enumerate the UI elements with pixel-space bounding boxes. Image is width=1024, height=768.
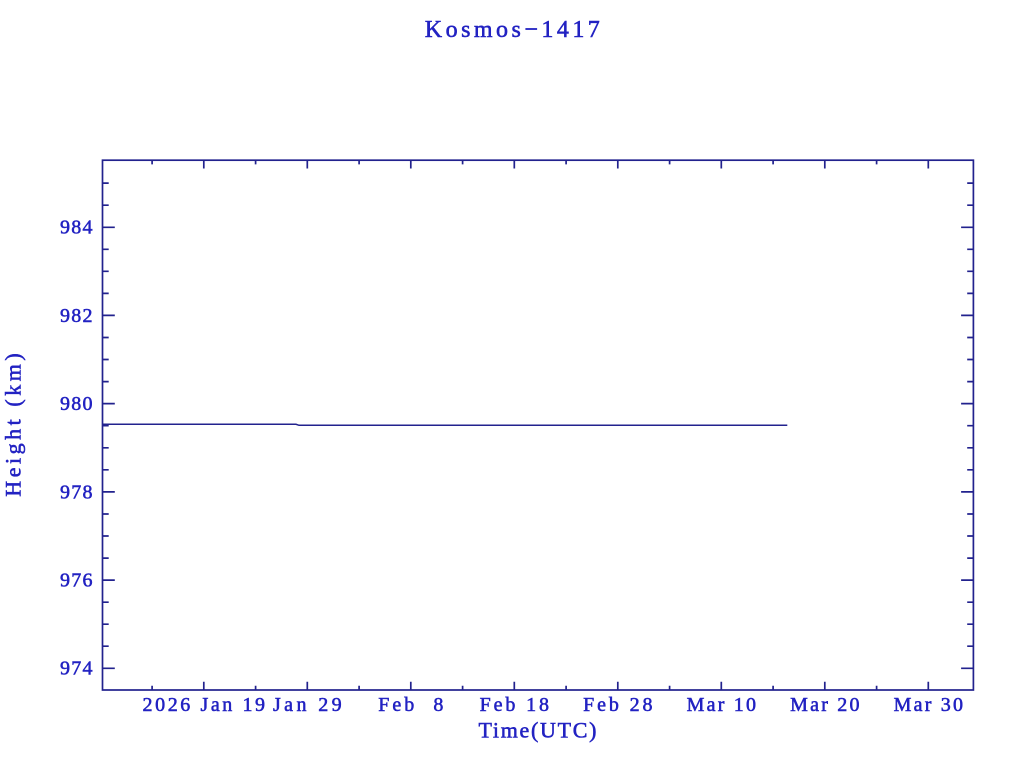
svg-text:982: 982 — [60, 305, 93, 327]
svg-text:Kosmos−1417: Kosmos−1417 — [425, 17, 600, 43]
svg-text:Time(UTC): Time(UTC) — [479, 718, 597, 743]
svg-text:980: 980 — [60, 393, 93, 415]
svg-text:984: 984 — [60, 217, 93, 239]
svg-text:978: 978 — [60, 481, 93, 503]
svg-text:Mar 30: Mar 30 — [894, 694, 963, 716]
svg-text:974: 974 — [60, 658, 93, 680]
svg-text:2026 Jan 19: 2026 Jan 19 — [143, 694, 265, 716]
svg-text:Feb 18: Feb 18 — [480, 694, 549, 716]
svg-text:976: 976 — [60, 570, 93, 592]
svg-text:Height (km): Height (km) — [1, 353, 26, 496]
svg-text:Mar 10: Mar 10 — [687, 694, 756, 716]
svg-text:Feb 28: Feb 28 — [583, 694, 652, 716]
svg-text:Feb 8: Feb 8 — [378, 694, 443, 716]
svg-text:Mar 20: Mar 20 — [790, 694, 859, 716]
